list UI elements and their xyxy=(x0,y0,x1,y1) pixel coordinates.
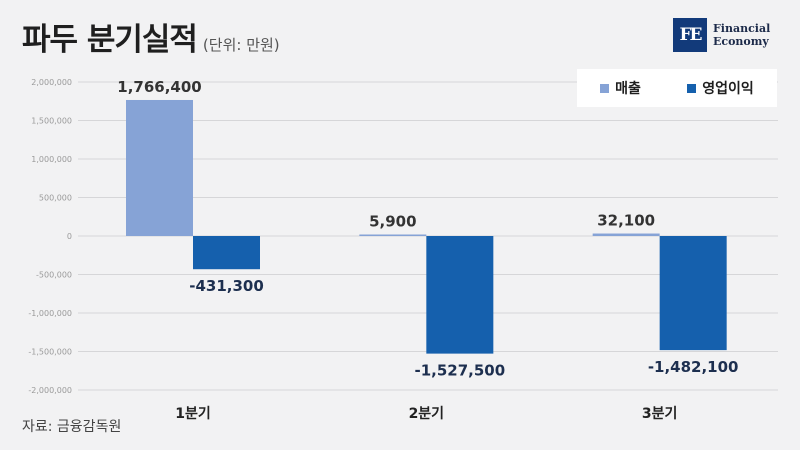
legend-label-revenue: 매출 xyxy=(615,81,641,97)
bar xyxy=(359,234,427,236)
logo-mark: FE xyxy=(673,18,707,52)
legend: 매출 영업이익 xyxy=(577,69,777,107)
chart-title-block: 파두 분기실적 (단위: 만원) xyxy=(22,14,280,59)
logo-line2: Economy xyxy=(713,35,769,48)
y-tick-label: 0 xyxy=(67,232,72,241)
y-tick-label: -500,000 xyxy=(36,271,72,280)
bar xyxy=(659,236,727,351)
data-label: 32,100 xyxy=(597,212,655,230)
y-tick-label: 1,500,000 xyxy=(31,117,72,126)
bar xyxy=(193,236,260,270)
logo-text: Financial Economy xyxy=(713,22,770,48)
bar xyxy=(592,233,660,236)
x-tick-label: 3분기 xyxy=(642,406,678,422)
y-tick-label: -1,000,000 xyxy=(28,309,72,318)
x-tick-label: 2분기 xyxy=(409,406,445,422)
legend-item-revenue: 매출 xyxy=(600,78,641,98)
legend-item-operating-profit: 영업이익 xyxy=(687,78,754,98)
unit-label: (단위: 만원) xyxy=(202,36,280,54)
data-label: -1,482,100 xyxy=(648,358,739,376)
legend-swatch-operating-profit xyxy=(687,83,697,93)
data-label: -431,300 xyxy=(189,277,264,295)
bar xyxy=(426,236,494,354)
y-tick-label: 500,000 xyxy=(39,194,72,203)
data-label: 1,766,400 xyxy=(117,78,201,96)
bar xyxy=(126,99,193,236)
publisher-logo: FE Financial Economy xyxy=(673,18,770,52)
legend-swatch-revenue xyxy=(600,83,610,93)
source-note: 자료: 금융감독원 xyxy=(22,419,122,435)
data-label: 5,900 xyxy=(369,213,416,231)
data-label: -1,527,500 xyxy=(414,362,505,380)
y-tick-label: -1,500,000 xyxy=(28,348,72,357)
y-tick-label: 2,000,000 xyxy=(31,78,72,87)
y-tick-label: -2,000,000 xyxy=(28,386,72,395)
chart-title: 파두 분기실적 xyxy=(22,22,198,58)
x-tick-label: 1분기 xyxy=(175,406,211,422)
legend-label-operating-profit: 영업이익 xyxy=(702,81,754,97)
y-tick-label: 1,000,000 xyxy=(31,155,72,164)
logo-line1: Financial xyxy=(713,22,771,35)
